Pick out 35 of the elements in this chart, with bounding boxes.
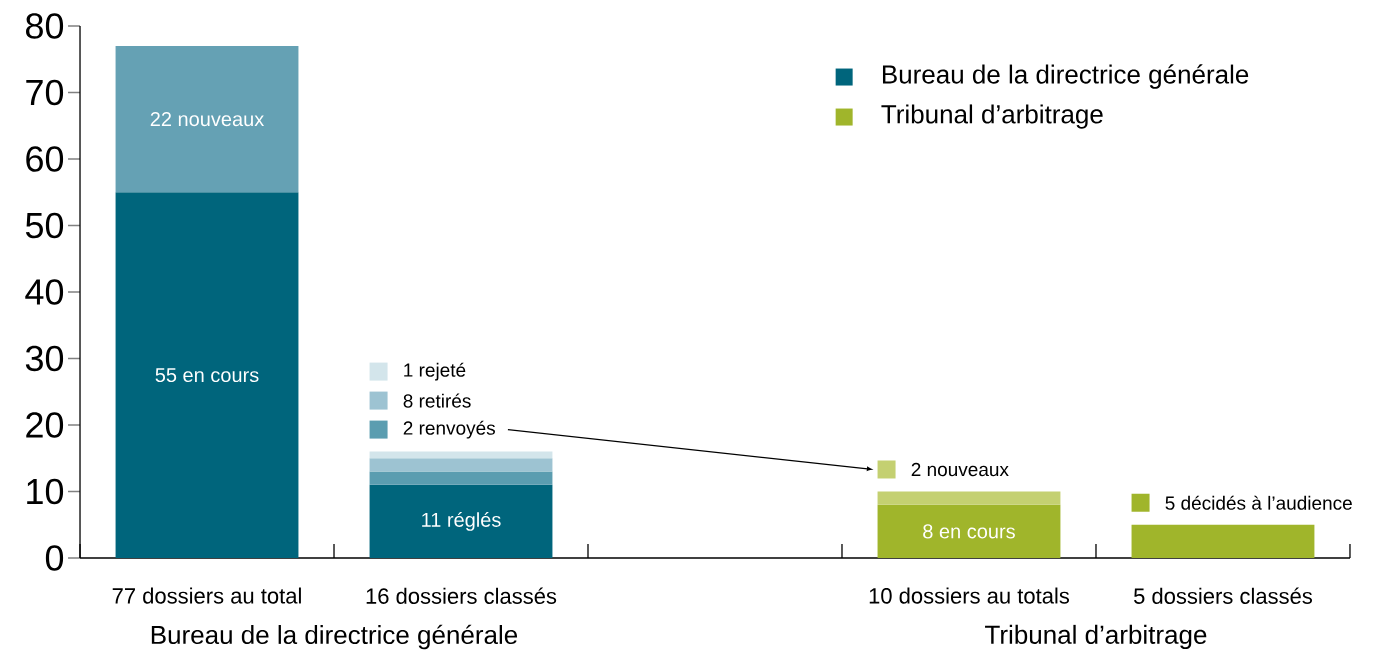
x-tick-label: 5 dossiers classés xyxy=(1133,587,1313,604)
bar xyxy=(369,484,553,558)
legend-label: 5 décidés à l’audience xyxy=(1165,495,1352,510)
legend-label: 8 retirés xyxy=(403,393,471,408)
legend-label: Tribunal d’arbitrage xyxy=(881,104,1103,129)
bar xyxy=(369,451,553,459)
legend-label: 2 nouveaux xyxy=(911,462,1009,477)
text: Tribunal d’arbitrage xyxy=(985,624,1207,650)
y-tick-label: 50 xyxy=(25,212,64,239)
y-tick-label: 70 xyxy=(26,79,64,106)
x-tick-label: 77 dossiers au total xyxy=(112,587,301,604)
x-tick-label: 16 dossiers classés xyxy=(366,587,557,604)
data-label: 55 en cours xyxy=(155,368,259,383)
legend-label: Bureau de la directrice générale xyxy=(882,64,1249,89)
y-tick-label: 60 xyxy=(26,146,64,172)
y-tick-label: 10 xyxy=(27,478,64,505)
y-tick-label: 0 xyxy=(45,545,64,571)
x-tick-label: 10 dossiers au totals xyxy=(869,587,1070,604)
data-label: 22 nouveaux xyxy=(150,112,265,127)
bar xyxy=(877,504,1061,558)
bar xyxy=(115,45,299,193)
y-tick-label: 80 xyxy=(26,13,64,39)
bar xyxy=(369,458,553,472)
legend-label: 2 renvoyés xyxy=(403,420,495,439)
bar xyxy=(115,192,299,558)
text: Bureau de la directrice générale xyxy=(151,624,518,650)
y-tick-label: 40 xyxy=(25,279,64,305)
legend-label: 1 rejeté xyxy=(404,362,466,381)
data-label: 8 en cours xyxy=(923,524,1015,539)
y-tick-label: 30 xyxy=(25,345,64,372)
data-label: 11 réglés xyxy=(422,511,501,531)
y-tick-label: 20 xyxy=(26,412,64,438)
bar xyxy=(877,491,1061,505)
bar xyxy=(1131,524,1315,558)
bar xyxy=(369,471,553,485)
